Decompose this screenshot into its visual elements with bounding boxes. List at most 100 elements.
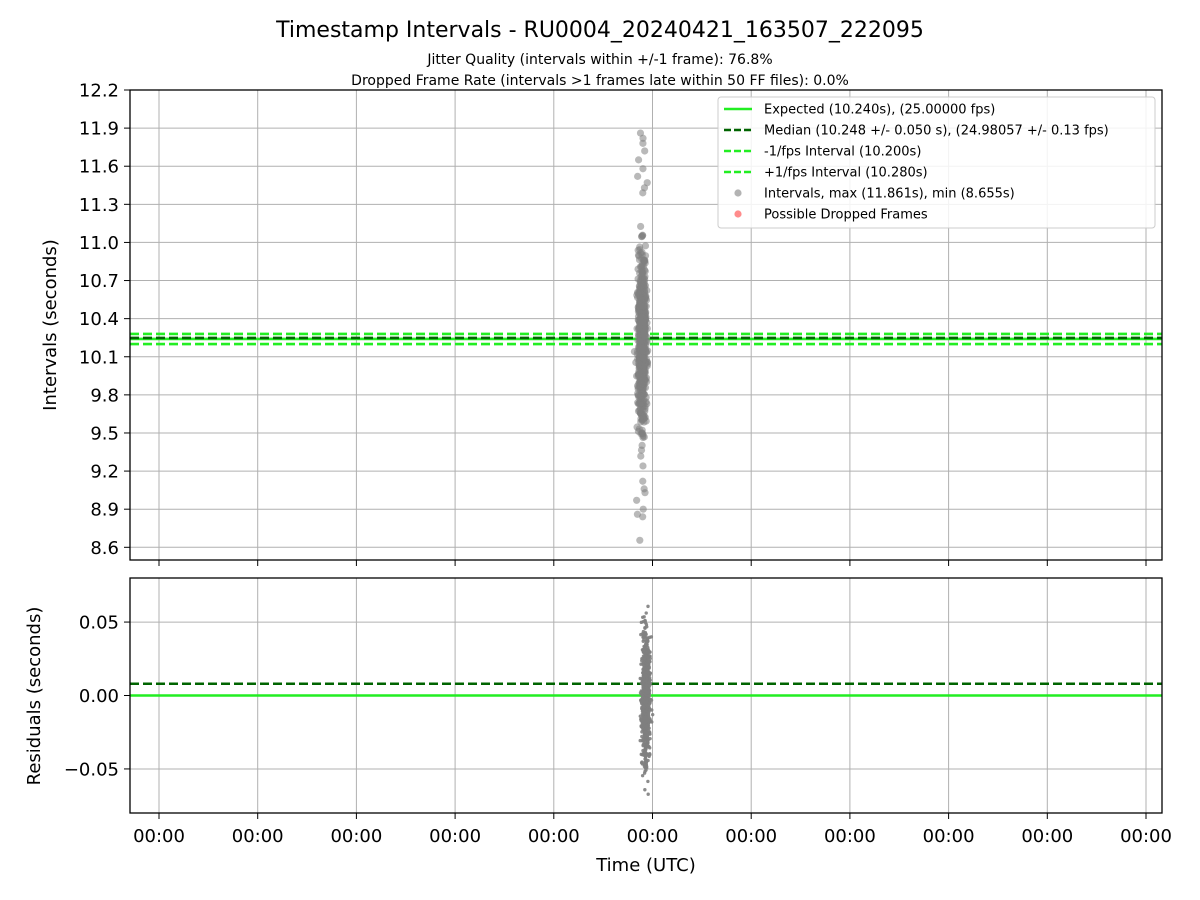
residuals-y-tick-label: 0.00	[79, 686, 119, 707]
residual-point	[648, 656, 652, 661]
x-tick-label: 00:00	[528, 826, 580, 847]
intervals-plot-frame	[129, 89, 1163, 561]
residual-point	[647, 729, 651, 733]
residual-point	[643, 788, 647, 792]
intervals-legend: Expected (10.240s), (25.00000 fps) Median…	[717, 96, 1156, 229]
residuals-y-tick-label: 0.05	[79, 613, 119, 634]
interval-point	[639, 318, 647, 326]
intervals-y-tick-label: 12.2	[79, 81, 119, 102]
intervals-y-tick-label: 9.8	[90, 385, 119, 406]
interval-point	[639, 505, 647, 513]
x-tick-label: 00:00	[627, 826, 679, 847]
residual-point	[642, 705, 646, 709]
interval-point	[638, 380, 646, 388]
intervals-y-tick-label: 11.3	[79, 195, 119, 216]
residuals-panel: −0.05 0.00 0.05 00:00 00:00 00:00 00:00 00:00 0…	[24, 577, 1172, 876]
interval-point	[640, 368, 649, 376]
residual-point	[648, 683, 652, 687]
interval-point	[635, 324, 643, 332]
interval-point	[641, 242, 650, 250]
residual-point	[648, 732, 652, 736]
residual-point	[643, 626, 647, 630]
interval-point	[634, 289, 642, 297]
interval-point	[640, 485, 648, 493]
residual-point	[640, 615, 645, 619]
residual-point	[638, 714, 643, 718]
intervals-y-tick-label: 11.0	[79, 233, 119, 254]
intervals-y-tick-label: 8.6	[90, 538, 119, 559]
residual-point	[644, 730, 648, 735]
residual-point	[650, 712, 655, 717]
intervals-y-tick-label: 9.5	[90, 423, 119, 444]
residual-point	[638, 738, 642, 743]
interval-point	[639, 189, 647, 197]
residual-point	[645, 659, 650, 663]
intervals-y-tick-label: 11.6	[79, 157, 119, 178]
interval-point	[639, 354, 647, 362]
residual-point	[647, 680, 651, 684]
residuals-y-axis: −0.05 0.00 0.05	[64, 613, 130, 780]
residual-point	[647, 693, 651, 698]
residuals-x-axis: 00:00 00:00 00:00 00:00 00:00 00:00 00:00 00:00…	[133, 813, 1172, 847]
interval-point	[638, 441, 646, 449]
residual-point	[641, 737, 645, 741]
chart-subtitle-jitter: Jitter Quality (intervals within +/-1 fr…	[426, 52, 772, 68]
residual-point	[649, 698, 654, 702]
interval-point	[637, 392, 645, 400]
residual-point	[643, 715, 648, 719]
interval-point	[636, 337, 644, 345]
residual-point	[644, 683, 649, 688]
intervals-y-tick-label: 10.4	[79, 309, 119, 330]
intervals-y-tick-label: 8.9	[90, 500, 119, 521]
legend-box	[717, 96, 1156, 229]
interval-point	[639, 165, 647, 173]
residual-point	[642, 633, 646, 638]
interval-point	[639, 462, 647, 470]
residual-point	[647, 701, 652, 705]
residuals-y-tick-label: −0.05	[64, 759, 119, 780]
interval-point	[639, 477, 647, 485]
residual-point	[640, 734, 644, 739]
residual-point	[647, 751, 652, 756]
residual-point	[644, 736, 648, 740]
residual-point	[640, 773, 645, 778]
interval-point	[641, 147, 649, 155]
interval-point	[636, 282, 644, 291]
residual-point	[644, 674, 649, 678]
interval-point	[635, 425, 643, 433]
residual-point	[644, 725, 648, 729]
x-tick-label: 00:00	[429, 826, 481, 847]
residual-point	[641, 662, 645, 666]
residual-point	[645, 697, 649, 701]
residual-point	[643, 652, 647, 656]
interval-point	[637, 302, 646, 310]
intervals-y-label: Intervals (seconds)	[40, 239, 61, 411]
residual-point	[642, 671, 647, 676]
residual-point	[641, 743, 645, 748]
interval-point	[633, 510, 642, 518]
interval-point	[635, 368, 643, 376]
residual-point	[642, 648, 646, 652]
interval-point	[643, 286, 651, 295]
legend-dot-marker	[734, 189, 742, 197]
x-tick-label: 00:00	[232, 826, 284, 847]
residual-point	[645, 691, 650, 695]
interval-point	[636, 536, 644, 544]
residual-point	[638, 691, 643, 695]
residual-point	[643, 763, 647, 768]
intervals-panel: 8.6 8.9 9.2 9.5 9.8 10.1 10.4 10.7 11.0 11.3 11.6 1…	[40, 81, 1163, 566]
x-tick-label: 00:00	[1120, 826, 1172, 847]
residual-point	[643, 656, 647, 660]
legend-entry-label: Expected (10.240s), (25.00000 fps)	[764, 103, 995, 118]
residual-point	[646, 792, 650, 796]
intervals-y-tick-label: 11.9	[79, 119, 119, 140]
residual-point	[644, 766, 649, 770]
residual-point	[644, 758, 648, 763]
intervals-y-tick-label: 10.7	[79, 271, 119, 292]
intervals-x-ticks	[158, 560, 1147, 566]
interval-point	[634, 156, 643, 164]
chart-subtitle-dropped: Dropped Frame Rate (intervals >1 frames …	[351, 73, 849, 89]
interval-point	[639, 374, 647, 382]
interval-point	[633, 496, 641, 504]
